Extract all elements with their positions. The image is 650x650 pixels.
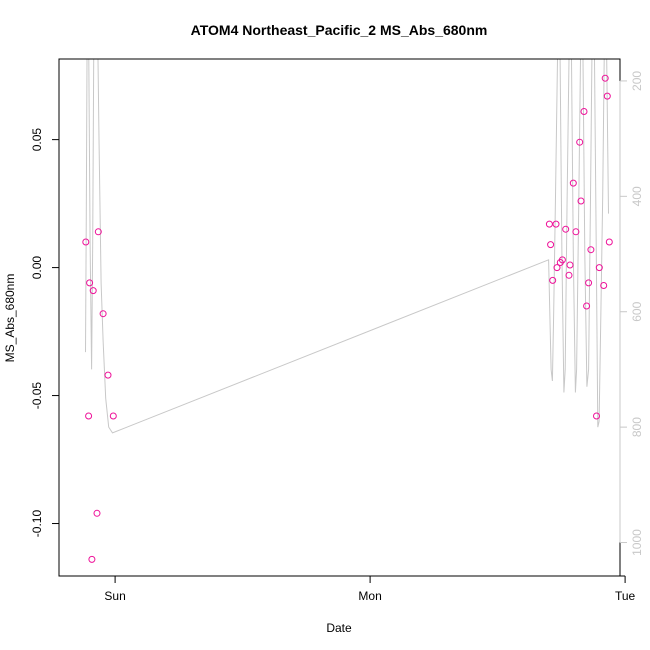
y2-axis: 200 400 600 800 1000 <box>619 71 644 556</box>
data-point <box>552 220 560 228</box>
y-tick-label: -0.05 <box>30 382 44 410</box>
data-point <box>593 412 600 420</box>
x-tick-label: Sun <box>104 589 125 603</box>
chart-title: ATOM4 Northeast_Pacific_2 MS_Abs_680nm <box>191 22 488 38</box>
data-point <box>605 238 613 246</box>
data-point <box>572 228 580 236</box>
data-point <box>566 261 574 269</box>
data-point <box>562 225 570 233</box>
data-point <box>99 310 107 318</box>
x-axis: Sun Mon Tue <box>104 575 636 603</box>
data-point <box>576 138 584 146</box>
data-point <box>603 92 611 100</box>
y-tick-label: -0.10 <box>30 510 44 538</box>
y2-tick-label: 1000 <box>630 529 644 556</box>
data-point <box>89 287 97 295</box>
data-point <box>85 412 93 420</box>
data-point <box>580 108 588 115</box>
plot-frame <box>58 58 621 577</box>
data-point <box>577 197 585 205</box>
data-point <box>569 179 577 187</box>
data-point <box>88 555 96 563</box>
y2-tick-label: 400 <box>630 186 644 206</box>
data-point <box>93 509 101 517</box>
x-axis-label: Date <box>326 621 352 635</box>
data-point <box>565 271 573 279</box>
data-point <box>549 276 557 284</box>
data-point <box>104 371 112 379</box>
data-point <box>583 302 591 310</box>
y2-tick-label: 600 <box>630 301 644 321</box>
data-point <box>595 264 603 272</box>
y2-tick-label: 800 <box>630 417 644 437</box>
data-point <box>553 264 561 272</box>
data-point <box>558 256 566 264</box>
data-point <box>109 412 117 420</box>
data-point <box>94 228 102 236</box>
data-point <box>600 282 608 289</box>
y-tick-label: 0.00 <box>30 256 44 280</box>
y2-tick-label: 200 <box>630 71 644 91</box>
data-point <box>587 246 595 254</box>
x-tick-label: Mon <box>358 589 381 603</box>
data-point <box>545 220 553 228</box>
data-point <box>86 279 94 287</box>
depth-series-layer <box>85 58 609 434</box>
data-point <box>601 74 609 82</box>
y-axis: -0.10 -0.05 0.00 0.05 <box>30 128 60 538</box>
y-tick-label: 0.05 <box>30 128 44 152</box>
data-point <box>547 241 555 249</box>
depth-line <box>85 58 609 434</box>
y-axis-label: MS_Abs_680nm <box>3 274 17 363</box>
x-tick-label: Tue <box>615 589 636 603</box>
data-point <box>82 238 90 246</box>
data-point <box>585 279 593 287</box>
data-points-layer <box>82 74 613 563</box>
